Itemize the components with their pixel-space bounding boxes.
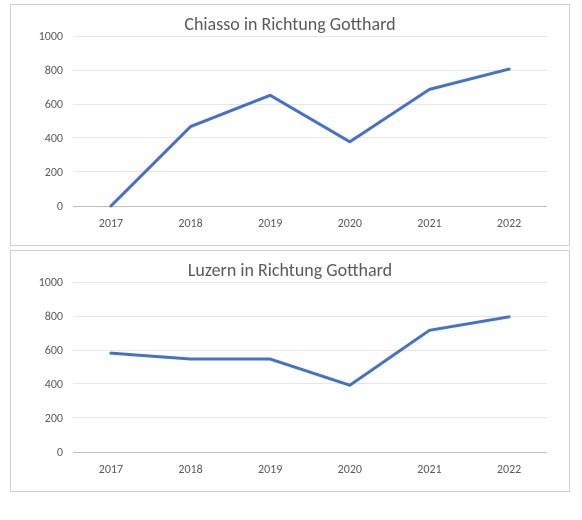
x-tick-label: 2017 [99,463,123,477]
y-tick-label: 600 [29,98,63,112]
y-tick-label: 0 [29,200,63,214]
y-tick-label: 400 [29,378,63,392]
x-tick-label: 2019 [258,217,282,231]
x-tick-label: 2019 [258,463,282,477]
y-tick-label: 200 [29,412,63,426]
y-tick-label: 1000 [29,276,63,290]
x-tick-label: 2018 [178,217,202,231]
plot-area [73,37,547,207]
x-axis: 2017 2018 2019 2020 2021 2022 [73,211,547,237]
line-series [73,37,547,206]
x-tick-label: 2022 [497,463,521,477]
y-tick-label: 400 [29,132,63,146]
x-tick-label: 2022 [497,217,521,231]
chart-panel-chiasso: Chiasso in Richtung Gotthard 0 200 400 600 80… [10,4,570,246]
data-line [111,69,509,206]
x-axis: 2017 2018 2019 2020 2021 2022 [73,457,547,483]
line-series [73,283,547,452]
plot-wrap: 0200400600800100020172018201920202021202… [29,283,551,483]
y-tick-label: 800 [29,310,63,324]
x-tick-label: 2021 [417,463,441,477]
x-tick-label: 2020 [338,217,362,231]
y-tick-label: 600 [29,344,63,358]
y-tick-label: 800 [29,64,63,78]
charts-container: Chiasso in Richtung Gotthard 0 200 400 600 80… [0,4,582,492]
x-tick-label: 2017 [99,217,123,231]
plot-wrap: 0200400600800100020172018201920202021202… [29,37,551,237]
y-axis: 02004006008001000 [29,37,69,207]
x-tick-label: 2021 [417,217,441,231]
x-tick-label: 2020 [338,463,362,477]
y-axis: 02004006008001000 [29,283,69,453]
x-tick-label: 2018 [178,463,202,477]
y-tick-label: 1000 [29,30,63,44]
chart-title: Chiasso in Richtung Gotthard [11,5,569,37]
data-line [111,317,509,385]
y-tick-label: 200 [29,166,63,180]
chart-panel-luzern: Luzern in Richtung Gotthard 0 200 400 600 800… [10,250,570,492]
chart-title: Luzern in Richtung Gotthard [11,251,569,283]
plot-area [73,283,547,453]
y-tick-label: 0 [29,446,63,460]
